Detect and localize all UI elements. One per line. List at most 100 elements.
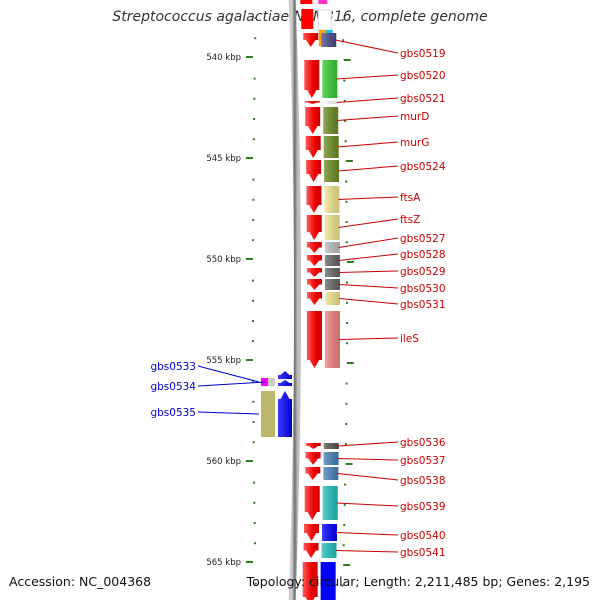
forward-arrow (305, 467, 321, 480)
gene-box-shade (323, 136, 339, 158)
label-leader (338, 337, 399, 340)
label-leader (338, 237, 399, 248)
gene-label: gbs0535 (150, 407, 196, 419)
gene-box-shade (324, 292, 340, 305)
gene-box-shade (321, 524, 337, 541)
forward-arrow (306, 255, 322, 266)
gene-box-shade (322, 60, 338, 98)
gene-box-shade (323, 467, 339, 480)
label-leader (338, 270, 399, 273)
forward-arrow (306, 215, 322, 240)
gene-box-shade (323, 443, 339, 449)
gene-box-shade (321, 543, 337, 558)
forward-arrow (306, 242, 322, 253)
label-leader (335, 550, 399, 553)
forward-arrow (300, 0, 313, 4)
gene-label: ftsZ (400, 214, 420, 226)
label-leader (338, 298, 399, 305)
scale-label: 555 kbp (206, 356, 241, 366)
scale-label: 545 kbp (206, 154, 241, 164)
label-leader (337, 458, 399, 461)
gene-label: gbs0527 (400, 233, 446, 245)
forward-arrow (305, 136, 321, 158)
map-title: Streptococcus agalactiae NEM316, complet… (112, 9, 488, 25)
scale-ticks (246, 17, 354, 587)
label-leader (338, 218, 399, 228)
label-leader (337, 141, 399, 148)
reverse-arrow (278, 371, 292, 379)
label-leader (336, 502, 399, 507)
gene-labels: 540 kbp 545 kbp 550 kbp 555 kbp 560 kbp 565 k… (150, 39, 446, 568)
gene-box (268, 378, 275, 386)
gene-box-shade (322, 101, 338, 104)
label-leader (338, 284, 399, 289)
gene-label: gbs0537 (400, 455, 446, 467)
label-leader (337, 115, 399, 121)
gene-label: gbs0531 (400, 299, 446, 311)
gene-label: gbs0534 (150, 381, 196, 393)
gene-label: gbs0521 (400, 93, 446, 105)
gene-box-shade (324, 215, 340, 240)
forward-arrow (301, 9, 314, 29)
label-leader (336, 97, 399, 103)
topology-text: Topology: circular; Length: 2,211,485 bp… (246, 574, 590, 589)
forward-arrow (306, 186, 322, 213)
gene-label: gbs0529 (400, 266, 446, 278)
gene-box-shade (322, 486, 338, 520)
label-leader (337, 441, 399, 447)
gene-label: ileS (400, 333, 419, 345)
forward-arrow (305, 443, 321, 449)
forward-arrow (304, 486, 320, 520)
gene-box-shade (323, 107, 339, 134)
forward-arrow (306, 292, 322, 305)
label-leader (197, 365, 260, 383)
forward-arrow (306, 311, 322, 368)
gene-box (261, 391, 275, 437)
forward-arrow (304, 101, 320, 104)
forward-arrow (306, 160, 322, 182)
label-leader (338, 196, 399, 200)
gene-label: gbs0539 (400, 501, 446, 513)
forward-arrow (303, 33, 319, 47)
gene-label: gbs0524 (400, 161, 446, 173)
gene-label: murD (400, 111, 429, 123)
gene-box-shade (321, 33, 337, 47)
gene-box-shade (324, 242, 340, 253)
label-leader (338, 253, 399, 261)
scale-label: 560 kbp (206, 457, 241, 467)
gene-track (261, 0, 340, 600)
forward-arrow (303, 524, 319, 541)
gene-label: murG (400, 137, 429, 149)
gene-box (320, 562, 336, 600)
forward-arrow (302, 562, 318, 600)
reverse-arrow (278, 380, 292, 386)
gene-label: gbs0540 (400, 530, 446, 542)
label-leader (336, 74, 399, 80)
forward-arrow (304, 60, 320, 98)
forward-arrow (306, 279, 322, 290)
label-leader (335, 39, 399, 54)
scale-label: 550 kbp (206, 255, 241, 265)
gene-label: gbs0536 (400, 437, 446, 449)
gene-label: gbs0530 (400, 283, 446, 295)
accession-text: Accession: NC_004368 (9, 574, 152, 589)
gene-box (317, 9, 332, 31)
gene-label: gbs0538 (400, 475, 446, 487)
gene-label: gbs0519 (400, 48, 446, 60)
gene-box (318, 0, 328, 4)
gene-box-shade (323, 452, 339, 465)
backbone-rail (288, 0, 301, 600)
gene-label: gbs0533 (150, 361, 196, 373)
label-leader (335, 532, 399, 536)
label-leader (197, 411, 260, 415)
forward-arrow (305, 452, 321, 465)
forward-arrow (303, 543, 319, 558)
scale-label: 565 kbp (206, 558, 241, 568)
gene-label: gbs0520 (400, 70, 446, 82)
scale-label: 540 kbp (206, 53, 241, 63)
forward-arrow (306, 268, 322, 277)
label-leader (337, 473, 399, 481)
gene-label: gbs0528 (400, 249, 446, 261)
reverse-arrow (278, 391, 292, 437)
